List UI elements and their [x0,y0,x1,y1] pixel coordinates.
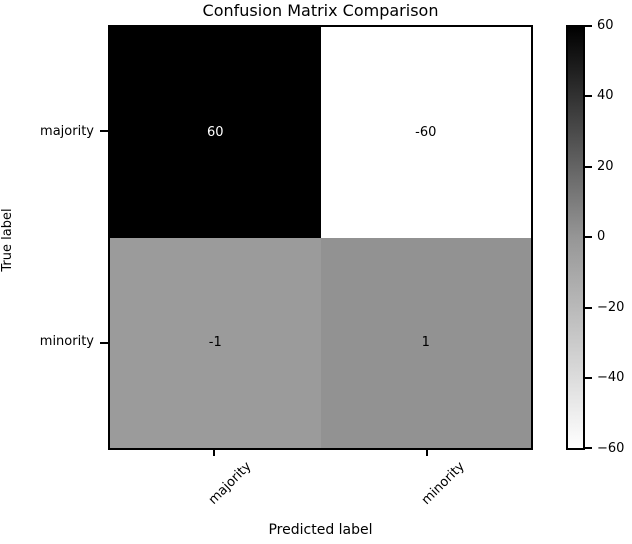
ytick-label-majority: majority [40,124,94,139]
colorbar-tick-label-neg60: −60 [597,441,625,456]
colorbar-tick-label-0: 0 [597,229,606,244]
colorbar-tick-mark-0 [585,236,592,238]
y-axis-label: True label [0,208,15,272]
colorbar-tick-mark-20 [585,166,592,168]
colorbar-tick-mark-40 [585,95,592,97]
cell-true-majority-pred-minority: -60 [320,27,531,238]
ytick-mark-minority [100,342,108,344]
chart-title: Confusion Matrix Comparison [202,1,439,20]
x-axis-label: Predicted label [268,522,373,538]
colorbar-tick-mark-neg60 [585,447,592,449]
cell-true-majority-pred-majority: 60 [110,27,321,238]
cell-true-minority-pred-minority: 1 [320,237,531,448]
heatmap-axes: 60 -60 -1 1 [108,25,533,450]
xtick-mark-majority [213,449,215,456]
xtick-mark-minority [426,449,428,456]
colorbar-tick-mark-neg20 [585,307,592,309]
colorbar-tick-label-40: 40 [597,88,614,103]
colorbar-gradient [566,25,585,450]
colorbar-tick-mark-neg40 [585,377,592,379]
ytick-mark-majority [100,130,108,132]
colorbar-tick-label-neg20: −20 [597,300,625,315]
colorbar-tick-mark-60 [585,25,592,27]
xtick-label-minority: minority [418,459,468,508]
xtick-label-majority: majority [205,459,255,508]
colorbar-tick-label-60: 60 [597,18,614,33]
colorbar-tick-label-20: 20 [597,159,614,174]
ytick-label-minority: minority [39,334,94,349]
cell-true-minority-pred-majority: -1 [110,237,321,448]
colorbar-tick-label-neg40: −40 [597,370,625,385]
